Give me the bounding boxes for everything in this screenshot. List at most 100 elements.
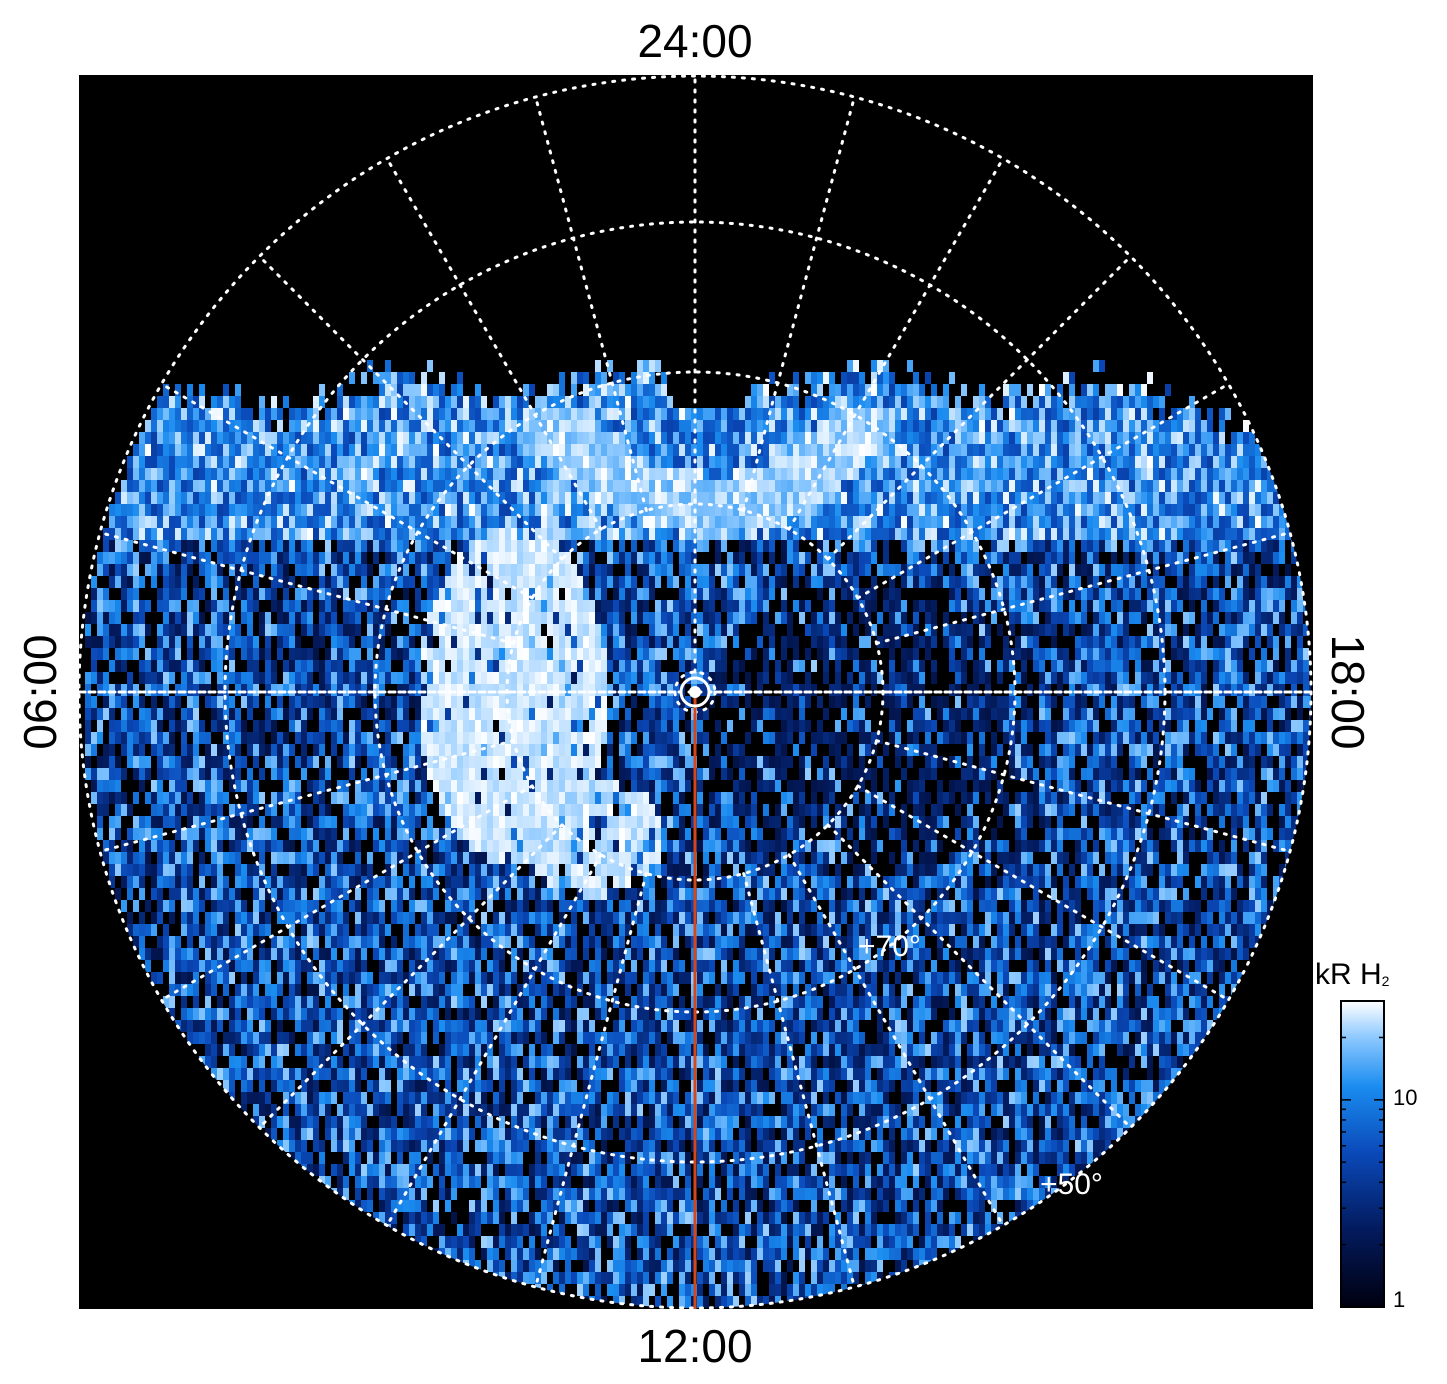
heatmap-cell: [175, 696, 181, 708]
heatmap-cell: [613, 408, 619, 420]
heatmap-cell: [421, 372, 427, 384]
heatmap-cell: [385, 564, 391, 576]
heatmap-cell: [1015, 468, 1021, 480]
heatmap-cell: [301, 588, 307, 600]
heatmap-cell: [493, 576, 499, 588]
heatmap-cell: [571, 612, 577, 624]
heatmap-cell: [163, 516, 169, 528]
heatmap-cell: [1195, 468, 1201, 480]
heatmap-cell: [877, 672, 883, 684]
heatmap-cell: [1285, 636, 1291, 648]
heatmap-cell: [1153, 420, 1159, 432]
heatmap-cell: [1279, 696, 1285, 708]
heatmap-cell: [187, 660, 193, 672]
heatmap-cell: [931, 444, 937, 456]
heatmap-cell: [157, 396, 163, 408]
heatmap-cell: [1279, 504, 1285, 516]
heatmap-cell: [97, 708, 103, 720]
heatmap-cell: [1285, 624, 1291, 636]
heatmap-cell: [355, 660, 361, 672]
heatmap-cell: [739, 684, 745, 696]
heatmap-cell: [805, 684, 811, 696]
heatmap-cell: [769, 456, 775, 468]
heatmap-cell: [451, 468, 457, 480]
heatmap-cell: [871, 360, 877, 372]
heatmap-cell: [1183, 432, 1189, 444]
heatmap-cell: [829, 384, 835, 396]
heatmap-cell: [607, 708, 613, 720]
heatmap-cell: [1003, 492, 1009, 504]
heatmap-cell: [1045, 504, 1051, 516]
heatmap-cell: [913, 576, 919, 588]
heatmap-cell: [1219, 648, 1225, 660]
heatmap-cell: [961, 384, 967, 396]
heatmap-cell: [901, 516, 907, 528]
heatmap-cell: [931, 600, 937, 612]
heatmap-cell: [859, 552, 865, 564]
heatmap-cell: [379, 480, 385, 492]
heatmap-cell: [547, 600, 553, 612]
heatmap-cell: [709, 516, 715, 528]
heatmap-cell: [277, 624, 283, 636]
heatmap-cell: [289, 540, 295, 552]
heatmap-cell: [721, 528, 727, 540]
heatmap-cell: [199, 660, 205, 672]
heatmap-cell: [1087, 708, 1093, 720]
heatmap-cell: [775, 432, 781, 444]
heatmap-cell: [523, 648, 529, 660]
heatmap-cell: [139, 660, 145, 672]
heatmap-cell: [667, 492, 673, 504]
heatmap-cell: [931, 660, 937, 672]
heatmap-cell: [427, 456, 433, 468]
heatmap-cell: [733, 492, 739, 504]
heatmap-cell: [1129, 720, 1135, 732]
heatmap-cell: [427, 636, 433, 648]
heatmap-cell: [217, 504, 223, 516]
heatmap-cell: [1111, 408, 1117, 420]
heatmap-cell: [571, 396, 577, 408]
heatmap-cell: [517, 540, 523, 552]
heatmap-cell: [991, 480, 997, 492]
heatmap-cell: [1057, 528, 1063, 540]
heatmap-cell: [379, 648, 385, 660]
heatmap-cell: [877, 612, 883, 624]
heatmap-cell: [727, 504, 733, 516]
heatmap-cell: [889, 600, 895, 612]
heatmap-cell: [1165, 468, 1171, 480]
heatmap-cell: [391, 552, 397, 564]
heatmap-cell: [781, 396, 787, 408]
heatmap-cell: [805, 504, 811, 516]
heatmap-cell: [685, 600, 691, 612]
heatmap-cell: [109, 732, 115, 744]
heatmap-cell: [1093, 408, 1099, 420]
heatmap-cell: [529, 480, 535, 492]
heatmap-cell: [505, 456, 511, 468]
heatmap-cell: [421, 624, 427, 636]
heatmap-cell: [1081, 552, 1087, 564]
heatmap-cell: [625, 456, 631, 468]
heatmap-cell: [181, 408, 187, 420]
heatmap-cell: [379, 588, 385, 600]
heatmap-cell: [1135, 432, 1141, 444]
heatmap-cell: [793, 408, 799, 420]
heatmap-cell: [625, 636, 631, 648]
heatmap-cell: [823, 456, 829, 468]
heatmap-cell: [1021, 720, 1027, 732]
heatmap-cell: [1093, 528, 1099, 540]
heatmap-cell: [427, 648, 433, 660]
heatmap-cell: [1135, 672, 1141, 684]
heatmap-cell: [775, 672, 781, 684]
heatmap-cell: [637, 396, 643, 408]
heatmap-cell: [1135, 396, 1141, 408]
heatmap-cell: [169, 516, 175, 528]
heatmap-cell: [949, 456, 955, 468]
heatmap-cell: [1219, 540, 1225, 552]
heatmap-cell: [1201, 492, 1207, 504]
heatmap-cell: [517, 468, 523, 480]
heatmap-cell: [151, 456, 157, 468]
heatmap-cell: [1093, 480, 1099, 492]
heatmap-cell: [1279, 588, 1285, 600]
heatmap-cell: [1015, 648, 1021, 660]
heatmap-cell: [847, 504, 853, 516]
heatmap-cell: [1249, 588, 1255, 600]
